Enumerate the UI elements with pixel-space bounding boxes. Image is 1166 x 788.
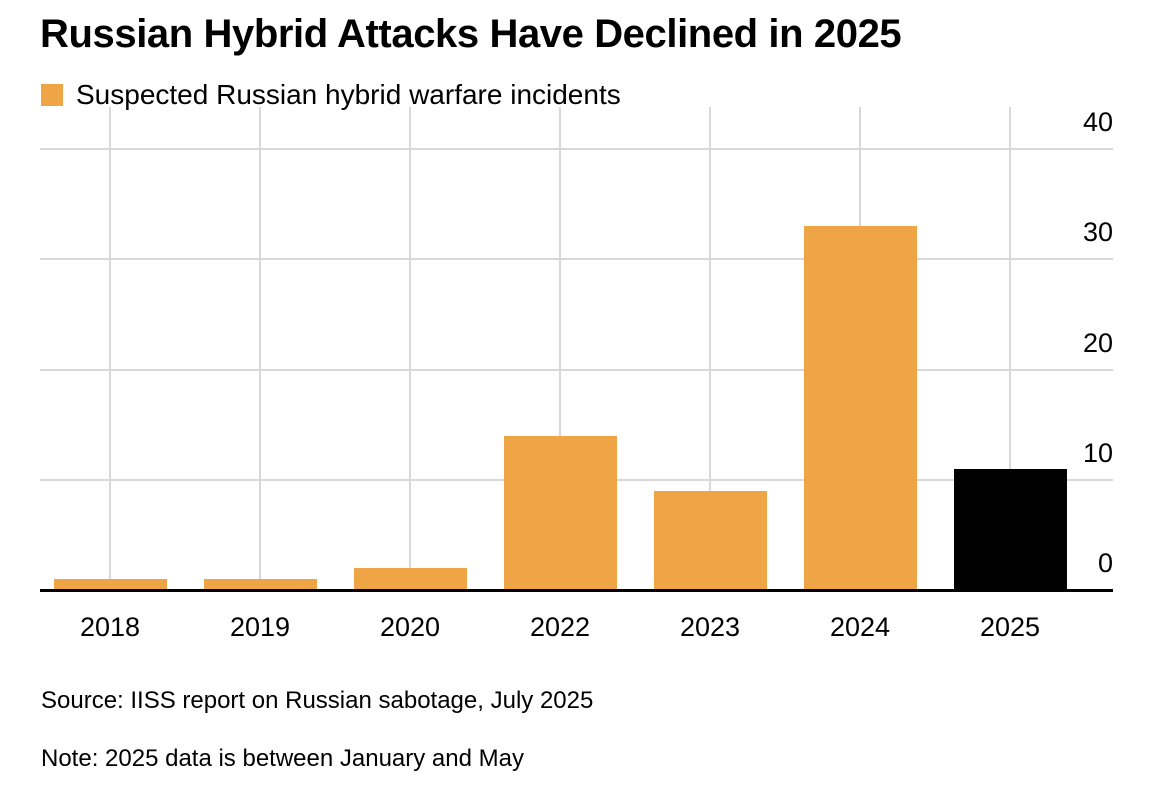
legend-swatch-icon <box>41 84 63 106</box>
v-gridline-2022 <box>559 107 561 592</box>
v-gridline-2019 <box>259 107 261 592</box>
v-gridline-2025 <box>1009 107 1011 592</box>
h-gridline-30 <box>40 258 1113 261</box>
bar-2022 <box>503 435 617 590</box>
x-axis-label-2018: 2018 <box>79 612 141 642</box>
x-axis-label-2022: 2022 <box>529 612 591 642</box>
legend-label: Suspected Russian hybrid warfare inciden… <box>76 79 621 110</box>
bar-2025 <box>953 468 1067 590</box>
note-text: Note: 2025 data is between January and M… <box>41 745 524 772</box>
x-axis-labels: 2018 2019 2020 2022 2023 2024 2025 <box>40 612 1113 647</box>
y-tick-label-20: 20 <box>1082 327 1113 358</box>
chart-title: Russian Hybrid Attacks Have Declined in … <box>40 12 902 56</box>
x-axis-label-2019: 2019 <box>229 612 291 642</box>
x-axis-label-2023: 2023 <box>679 612 741 642</box>
x-axis-label-2025: 2025 <box>979 612 1041 642</box>
v-gridline-2018 <box>109 107 111 592</box>
v-gridline-2023 <box>709 107 711 592</box>
h-gridline-40 <box>40 148 1113 151</box>
y-tick-label-40: 40 <box>1082 107 1113 138</box>
x-axis-line <box>40 589 1113 592</box>
y-tick-label-30: 30 <box>1082 217 1113 248</box>
x-axis-label-2020: 2020 <box>379 612 441 642</box>
v-gridline-2020 <box>409 107 411 592</box>
y-tick-label-10: 10 <box>1082 437 1113 468</box>
bar-2020 <box>353 567 467 590</box>
y-tick-label-0: 0 <box>1097 548 1113 578</box>
plot-area: 0 10 20 30 40 <box>40 107 1113 592</box>
source-text: Source: IISS report on Russian sabotage,… <box>41 687 594 714</box>
bar-2018 <box>53 578 167 590</box>
h-gridline-20 <box>40 368 1113 371</box>
bar-2024 <box>803 226 917 590</box>
bar-2019 <box>203 578 317 590</box>
legend: Suspected Russian hybrid warfare inciden… <box>41 79 621 111</box>
x-axis-label-2024: 2024 <box>829 612 891 642</box>
bar-2023 <box>653 490 767 590</box>
